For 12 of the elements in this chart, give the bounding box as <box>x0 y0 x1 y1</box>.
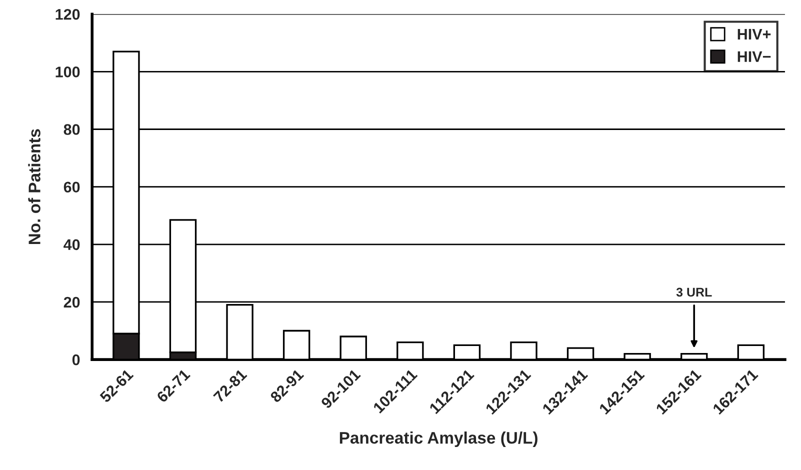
legend-label: HIV− <box>738 51 771 62</box>
annotation: 3 URL <box>676 288 712 297</box>
y-tick-label: 40 <box>64 239 80 250</box>
y-tick-label: 120 <box>56 8 80 20</box>
y-tick-label: 60 <box>64 182 80 193</box>
y-tick-label: 20 <box>64 296 80 308</box>
y-tick-label: 100 <box>56 66 80 78</box>
legend-label: HIV+ <box>738 28 771 40</box>
y-tick-label: 0 <box>72 354 80 366</box>
x-axis-title: Pancreatic Amylase (U/L) <box>340 431 538 448</box>
y-tick-label: 80 <box>64 124 80 135</box>
y-axis-title: No. of Patients <box>28 129 40 244</box>
